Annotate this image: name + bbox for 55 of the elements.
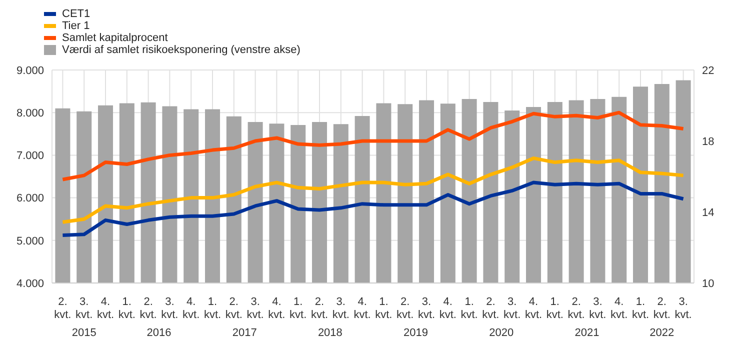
legend-label: CET1 bbox=[62, 8, 90, 20]
x-tick-label: 3. kvt. bbox=[161, 296, 178, 321]
legend-label: Værdi af samlet risikoeksponering (venstre akse) bbox=[62, 44, 300, 56]
x-tick-label: 3. kvt. bbox=[674, 296, 692, 321]
x-tick-label: 1. kvt. bbox=[632, 296, 650, 321]
y2-tick-label: 14 bbox=[702, 206, 714, 219]
x-tick-label: 3. kvt. bbox=[76, 296, 93, 321]
text: 2020 bbox=[488, 327, 515, 339]
text: 2017 bbox=[231, 327, 258, 339]
text: 2018 bbox=[316, 327, 344, 339]
x-tick-label: 1. kvt. bbox=[460, 296, 478, 321]
y-tick-label: 6.000 bbox=[16, 192, 44, 205]
y2-tick-label: 10 bbox=[702, 278, 714, 290]
x-tick-label: 4. kvt. bbox=[182, 296, 200, 321]
y-tick-label: 9.000 bbox=[16, 64, 44, 77]
x-tick-label: 2. kvt. bbox=[653, 296, 670, 321]
x-tick-label: 3. kvt. bbox=[504, 296, 521, 321]
x-tick-label: 1. kvt. bbox=[204, 296, 222, 321]
text: 2021 bbox=[574, 327, 600, 339]
x-tick-label: 2. kvt. bbox=[225, 296, 242, 321]
legend-label: Tier 1 bbox=[62, 20, 90, 32]
line-series bbox=[60, 180, 686, 238]
text: 2019 bbox=[402, 327, 430, 339]
legend-label: Samlet kapitalprocent bbox=[62, 32, 168, 44]
y-tick-label: 5.000 bbox=[16, 235, 44, 248]
x-tick-label: 2. kvt. bbox=[310, 296, 328, 321]
x-tick-label: 4. kvt. bbox=[268, 296, 286, 321]
text: 2016 bbox=[146, 327, 172, 339]
y2-tick-label: 18 bbox=[702, 136, 714, 148]
line-series bbox=[60, 110, 686, 182]
x-tick-label: 4. kvt. bbox=[439, 296, 456, 321]
x-tick-label: 2. kvt. bbox=[54, 296, 72, 321]
y2-tick-label: 22 bbox=[702, 64, 714, 77]
x-tick-label: 2. kvt. bbox=[568, 296, 585, 321]
x-tick-label: 1. kvt. bbox=[118, 296, 136, 321]
y-tick-label: 4.000 bbox=[16, 278, 44, 290]
x-tick-label: 3. kvt. bbox=[418, 296, 436, 321]
x-tick-label: 4. kvt. bbox=[610, 296, 628, 321]
x-tick-label: 4. kvt. bbox=[524, 296, 542, 321]
y-tick-label: 7.000 bbox=[16, 150, 44, 162]
x-tick-label: 1. kvt. bbox=[290, 296, 307, 321]
text: 2015 bbox=[70, 327, 98, 339]
line-series bbox=[60, 156, 686, 224]
x-tick-label: 3. kvt. bbox=[332, 296, 350, 321]
x-tick-label: 3. kvt. bbox=[246, 296, 264, 321]
x-tick-label: 1. kvt. bbox=[375, 296, 392, 321]
x-tick-label: 3. kvt. bbox=[589, 296, 606, 321]
x-tick-label: 2. kvt. bbox=[140, 296, 157, 321]
text: 2022 bbox=[648, 327, 676, 339]
y-tick-label: 8.000 bbox=[16, 108, 44, 120]
x-tick-label: 4. kvt. bbox=[354, 296, 371, 321]
x-tick-label: 4. kvt. bbox=[96, 296, 114, 321]
x-tick-label: 1. kvt. bbox=[546, 296, 564, 321]
x-tick-label: 2. kvt. bbox=[482, 296, 500, 321]
x-tick-label: 2. kvt. bbox=[396, 296, 414, 321]
